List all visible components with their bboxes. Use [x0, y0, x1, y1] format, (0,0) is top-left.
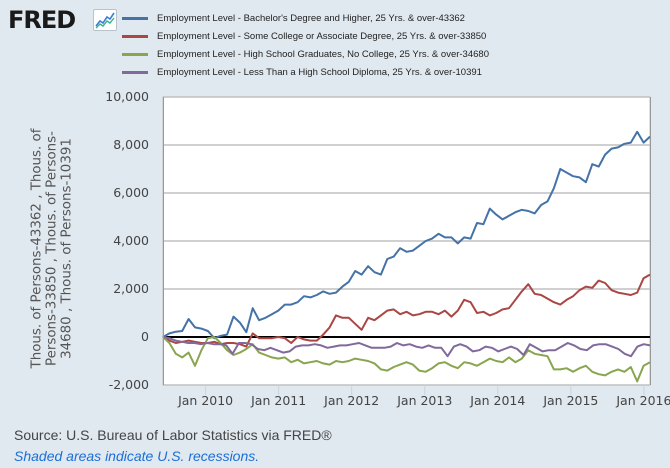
fred-logo[interactable]: FRED [8, 6, 76, 34]
series-line-2[interactable] [162, 336, 651, 383]
series-lines [162, 130, 651, 383]
line-chart-icon [93, 9, 117, 31]
series-line-0[interactable] [162, 130, 651, 340]
x-tick-label: Jan 2015 [542, 393, 598, 408]
legend-label: Employment Level - Less Than a High Scho… [157, 66, 482, 78]
x-tick-label: Jan 2012 [323, 393, 379, 408]
legend-label: Employment Level - Bachelor's Degree and… [157, 12, 465, 24]
recession-note[interactable]: Shaded areas indicate U.S. recessions. [14, 448, 260, 464]
series-line-1[interactable] [162, 273, 651, 348]
y-tick-label: 8,000 [113, 137, 149, 152]
grid-lines [163, 96, 650, 386]
y-tick-label: -2,000 [109, 377, 149, 392]
y-tick-label: 6,000 [113, 185, 149, 200]
legend-swatch [122, 34, 148, 38]
chart-legend: Employment Level - Bachelor's Degree and… [122, 9, 489, 81]
y-tick-label: 4,000 [113, 233, 149, 248]
y-axis-ticks: -2,000 0 2,000 4,000 6,000 8,000 10,000 [105, 89, 149, 392]
series-line-3[interactable] [162, 336, 651, 358]
y-tick-label: 2,000 [113, 281, 149, 296]
x-tick-label: Jan 2010 [177, 393, 233, 408]
x-axis-ticks: Jan 2010 Jan 2011 Jan 2012 Jan 2013 Jan 2014… [177, 385, 670, 408]
x-tick-label: Jan 2014 [469, 393, 525, 408]
legend-label: Employment Level - High School Graduates… [157, 48, 489, 60]
legend-item-some-college[interactable]: Employment Level - Some College or Assoc… [122, 27, 489, 45]
x-tick-label: Jan 2011 [250, 393, 306, 408]
x-tick-label: Jan 2013 [396, 393, 452, 408]
legend-swatch [122, 70, 148, 74]
source-note: Source: U.S. Bureau of Labor Statistics … [14, 427, 332, 443]
legend-swatch [122, 16, 148, 20]
y-tick-label: 10,000 [105, 89, 149, 104]
legend-item-high-school[interactable]: Employment Level - High School Graduates… [122, 45, 489, 63]
legend-item-bachelors[interactable]: Employment Level - Bachelor's Degree and… [122, 9, 489, 27]
legend-item-less-than-hs[interactable]: Employment Level - Less Than a High Scho… [122, 63, 489, 81]
x-tick-label: Jan 2016 [615, 393, 670, 408]
legend-swatch [122, 52, 148, 56]
legend-label: Employment Level - Some College or Assoc… [157, 30, 487, 42]
y-tick-label: 0 [141, 329, 149, 344]
